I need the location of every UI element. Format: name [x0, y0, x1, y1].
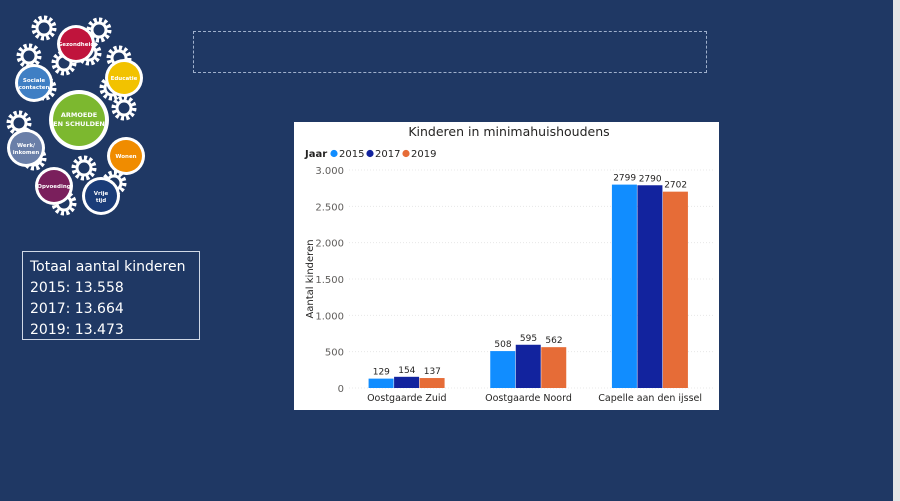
- logo-item-circle: [85, 180, 117, 212]
- armoede-gears-logo: ARMOEDE EN SCHULDEN Gezondheid Educatie Won…: [4, 8, 145, 218]
- data-label: 508: [494, 340, 511, 350]
- data-label: 562: [545, 336, 562, 346]
- data-label: 137: [424, 367, 441, 377]
- title-placeholder-box: [193, 31, 707, 73]
- data-label: 2702: [664, 181, 687, 191]
- bar[interactable]: [419, 378, 445, 388]
- legend-label: 2019: [411, 149, 436, 160]
- y-axis-label: Aantal kinderen: [305, 239, 316, 318]
- logo-item-label: Sociale contacten: [19, 78, 50, 91]
- bar[interactable]: [662, 191, 688, 388]
- bar[interactable]: [541, 347, 567, 388]
- x-tick-label: Oostgaarde Noord: [485, 393, 572, 404]
- totals-line-2017: 2017: 13.664: [30, 301, 124, 317]
- y-tick-label: 2.500: [315, 202, 344, 213]
- logo-item-label: Wonen: [115, 154, 136, 160]
- legend-marker: [330, 149, 338, 158]
- bar[interactable]: [368, 378, 394, 388]
- x-tick-label: Oostgaarde Zuid: [367, 393, 446, 404]
- y-tick-label: 3.000: [315, 166, 344, 177]
- totals-line-2015: 2015: 13.558: [30, 280, 124, 296]
- logo-item-label: Vrije tijd: [94, 191, 109, 204]
- logo-item-circle: [110, 140, 142, 172]
- center-circle: [53, 94, 105, 146]
- legend-label: 2017: [375, 149, 400, 160]
- logo-item-label: Opvoeding: [37, 184, 70, 190]
- data-label: 2799: [613, 174, 636, 184]
- logo-item-circle: [38, 170, 70, 202]
- totals-heading: Totaal aantal kinderen: [30, 259, 186, 275]
- y-tick-label: 2.000: [315, 239, 344, 250]
- logo-item-label: Educatie: [111, 76, 138, 82]
- data-label: 154: [398, 366, 415, 376]
- y-tick-label: 1.500: [315, 275, 344, 286]
- bar[interactable]: [611, 184, 637, 388]
- bar[interactable]: [394, 376, 420, 388]
- totals-box: Totaal aantal kinderen 2015: 13.558 2017…: [22, 251, 200, 340]
- x-tick-label: Capelle aan den ijssel: [598, 393, 702, 404]
- logo-item-label: Gezondheid: [58, 42, 95, 48]
- center-label: ARMOEDE EN SCHULDEN: [53, 111, 105, 128]
- data-label: 595: [520, 334, 537, 344]
- logo-item-circle: [10, 132, 42, 164]
- y-tick-label: 500: [325, 348, 344, 359]
- data-label: 129: [373, 368, 390, 378]
- legend-label: 2015: [339, 149, 364, 160]
- totals-line-2019: 2019: 13.473: [30, 322, 124, 338]
- bar[interactable]: [515, 344, 541, 388]
- y-tick-label: 0: [338, 384, 344, 395]
- chart-card: Kinderen in minimahuishoudens Jaar 2015 201…: [294, 122, 719, 410]
- chart-title: Kinderen in minimahuishoudens: [408, 124, 609, 139]
- bar[interactable]: [637, 185, 663, 388]
- legend-marker: [402, 149, 410, 158]
- chart-legend[interactable]: Jaar 2015 2017 2019: [304, 149, 436, 160]
- legend-title: Jaar: [304, 149, 327, 160]
- legend-marker: [366, 149, 374, 158]
- data-label: 2790: [639, 174, 662, 184]
- logo-item-circle: [18, 67, 50, 99]
- logo-item-circle: [108, 62, 140, 94]
- y-tick-label: 1.000: [315, 311, 344, 322]
- bar[interactable]: [490, 351, 516, 388]
- right-edge-strip: [893, 0, 900, 501]
- logo-item-label: Werk/inkomen: [13, 143, 40, 156]
- bar-chart: Kinderen in minimahuishoudens Jaar 2015 201…: [304, 124, 714, 404]
- logo-item-circle: [60, 28, 92, 60]
